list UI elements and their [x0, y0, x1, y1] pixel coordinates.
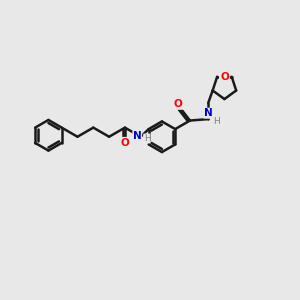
Text: O: O — [121, 138, 129, 148]
Text: H: H — [144, 134, 150, 143]
Text: O: O — [220, 72, 229, 82]
Text: H: H — [214, 117, 220, 126]
Text: N: N — [204, 108, 213, 118]
Text: N: N — [133, 131, 142, 141]
Text: O: O — [174, 99, 183, 109]
